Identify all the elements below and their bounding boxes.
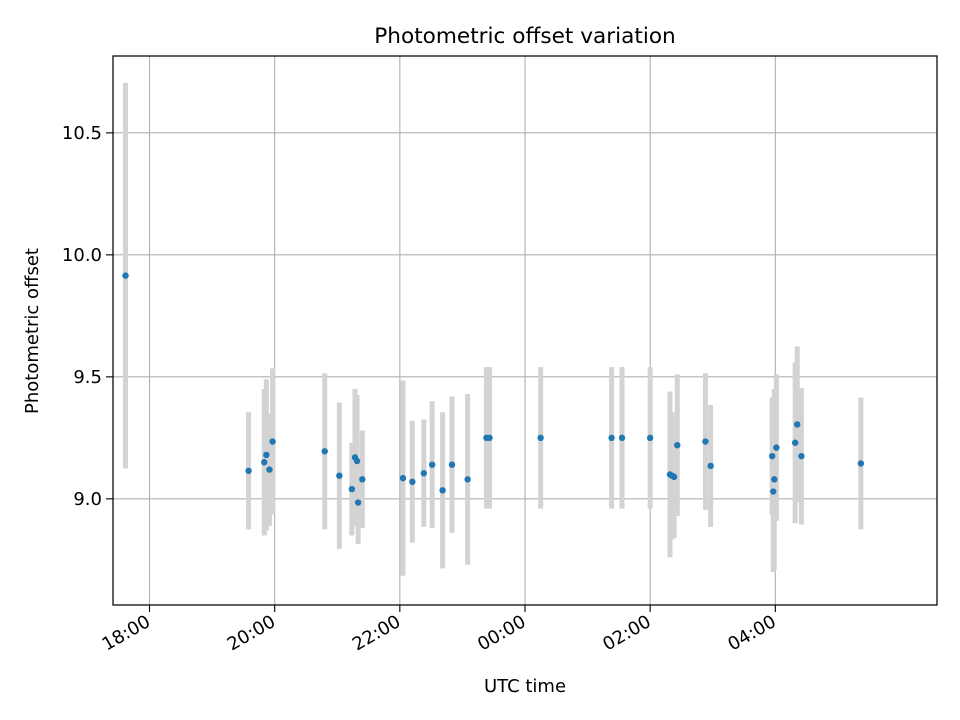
y-tick-label: 9.5 (73, 367, 102, 388)
data-point (618, 434, 626, 442)
data-point (674, 441, 681, 449)
data-points (122, 272, 865, 506)
data-point (769, 452, 776, 460)
data-point (646, 434, 654, 442)
chart-title: Photometric offset variation (374, 24, 675, 49)
data-point (245, 467, 252, 474)
y-axis-ticks: 9.0 9.5 10.0 10.5 (62, 123, 113, 510)
data-point (773, 444, 780, 451)
data-point (670, 473, 678, 481)
data-point (409, 478, 416, 485)
y-tick-label: 9.0 (73, 489, 102, 510)
data-point (428, 461, 436, 468)
data-point (486, 434, 493, 442)
data-point (122, 272, 129, 279)
data-point (353, 457, 361, 465)
data-point (261, 459, 268, 466)
data-point (439, 487, 446, 494)
y-tick-label: 10.0 (62, 245, 102, 266)
data-point (420, 470, 428, 477)
data-point (348, 485, 356, 493)
data-point (791, 439, 799, 446)
data-point (707, 462, 714, 470)
data-point (798, 452, 805, 460)
data-point (771, 476, 778, 483)
data-point (321, 448, 328, 455)
data-point (354, 499, 362, 506)
data-point (537, 434, 544, 442)
data-point (359, 476, 366, 483)
data-point (266, 466, 273, 473)
data-point (608, 434, 615, 442)
data-point (399, 474, 407, 482)
data-point (263, 451, 270, 459)
data-point (336, 472, 343, 479)
data-point (464, 476, 471, 483)
y-axis-label: Photometric offset (22, 248, 43, 414)
data-point (702, 438, 709, 445)
data-point (794, 421, 801, 428)
data-point (770, 488, 777, 495)
data-point (269, 438, 276, 445)
data-point (448, 461, 456, 468)
x-axis-label: UTC time (484, 676, 566, 697)
data-point (857, 460, 865, 467)
y-tick-label: 10.5 (62, 123, 102, 144)
